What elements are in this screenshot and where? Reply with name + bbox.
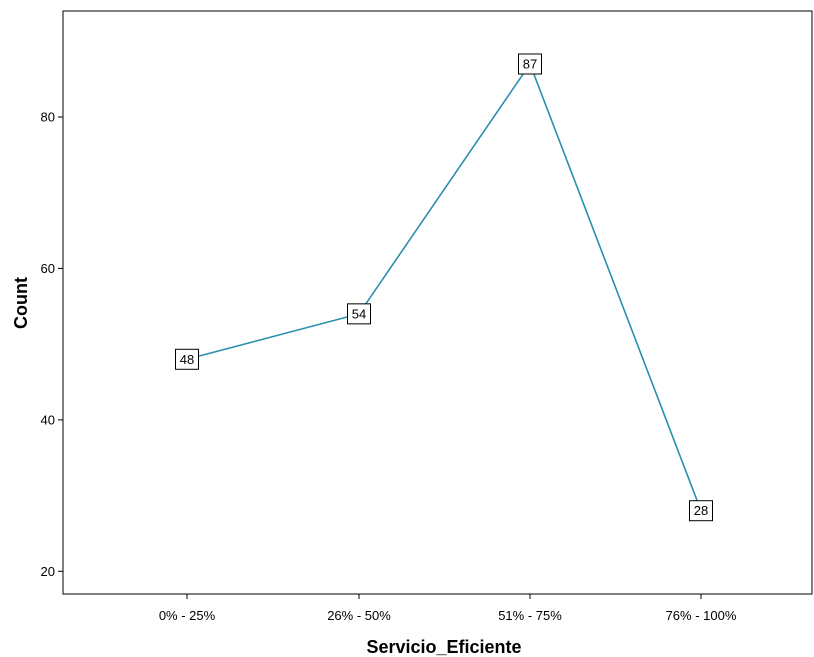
data-label: 87 (523, 57, 537, 72)
data-labels-layer: 48 54 87 28 (175, 53, 713, 522)
x-axis-title: Servicio_Eficiente (366, 637, 521, 657)
data-label-box (518, 53, 542, 75)
x-tick-label: 76% - 100% (666, 608, 737, 623)
data-point: 54 (347, 303, 371, 325)
y-tick-label: 20 (41, 564, 55, 579)
data-label-box (347, 303, 371, 325)
data-label-box (689, 500, 713, 522)
x-axis-ticks: 0% - 25% 26% - 50% 51% - 75% 76% - 100% (159, 594, 737, 623)
data-label: 48 (180, 352, 194, 367)
y-axis-ticks: 20 40 60 80 (41, 110, 63, 579)
y-tick-label: 60 (41, 261, 55, 276)
data-point: 87 (518, 53, 542, 75)
x-tick-label: 26% - 50% (327, 608, 391, 623)
plot-area-frame (62, 10, 813, 595)
data-point: 28 (689, 500, 713, 522)
data-label: 28 (694, 503, 708, 518)
series-line (186, 62, 702, 512)
x-tick-label: 0% - 25% (159, 608, 216, 623)
data-point: 48 (175, 348, 199, 370)
series-layer (186, 62, 702, 512)
data-label-box (175, 348, 199, 370)
x-tick-label: 51% - 75% (498, 608, 562, 623)
y-tick-label: 40 (41, 412, 55, 427)
y-axis-title: Count (11, 277, 31, 329)
data-label: 54 (352, 306, 366, 321)
y-tick-label: 80 (41, 110, 55, 125)
